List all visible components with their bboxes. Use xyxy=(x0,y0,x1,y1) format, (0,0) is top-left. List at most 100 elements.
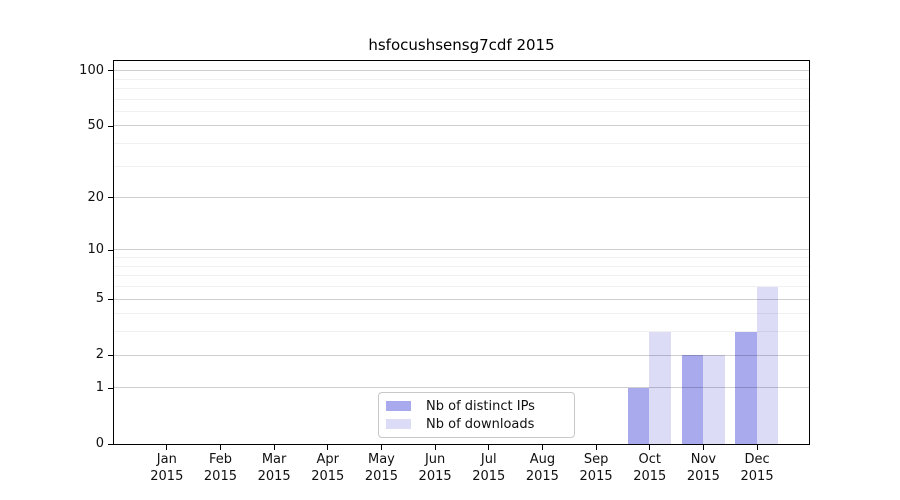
gridline-major xyxy=(114,197,809,199)
chart-title: hsfocushsensg7cdf 2015 xyxy=(368,36,555,54)
y-tick xyxy=(108,197,113,199)
bars-layer xyxy=(114,61,809,444)
year-label: 2015 xyxy=(203,469,237,484)
bar-downloads xyxy=(703,355,725,444)
x-tick-label: Jul 2015 xyxy=(461,451,517,485)
gridline-minor xyxy=(114,143,809,145)
y-tick-label: 5 xyxy=(95,291,104,307)
month-label: Jul xyxy=(480,452,497,467)
x-tick xyxy=(756,445,758,450)
x-tick-label: Dec 2015 xyxy=(729,451,785,485)
x-tick xyxy=(541,445,543,450)
x-tick-label: Aug 2015 xyxy=(514,451,570,485)
x-tick-label: Mar 2015 xyxy=(246,451,302,485)
y-tick-label: 2 xyxy=(95,347,104,363)
gridline-minor xyxy=(114,286,809,288)
x-tick xyxy=(273,445,275,450)
gridline-major xyxy=(114,125,809,127)
bar-downloads xyxy=(756,286,779,444)
y-tick xyxy=(108,70,113,72)
legend-label: Nb of distinct IPs xyxy=(426,398,535,414)
y-tick xyxy=(108,354,113,356)
bar-distinct-ips xyxy=(627,387,650,444)
x-tick-label: Apr 2015 xyxy=(300,451,356,485)
year-label: 2015 xyxy=(257,469,291,484)
month-label: Aug xyxy=(529,452,556,467)
x-tick xyxy=(219,445,221,450)
x-tick-label: Jan 2015 xyxy=(139,451,195,485)
x-tick xyxy=(166,445,168,450)
year-label: 2015 xyxy=(150,469,184,484)
x-tick xyxy=(649,445,651,450)
x-tick xyxy=(327,445,329,450)
bar-downloads xyxy=(649,331,672,444)
gridline-major xyxy=(114,387,809,389)
x-tick xyxy=(702,445,704,450)
year-label: 2015 xyxy=(686,469,720,484)
gridline-minor xyxy=(114,265,809,267)
month-label: Sep xyxy=(583,452,609,467)
gridline-minor xyxy=(114,331,809,333)
y-tick-label: 10 xyxy=(87,242,104,258)
y-tick xyxy=(108,443,113,445)
month-label: Apr xyxy=(316,452,340,467)
gridline-minor xyxy=(114,110,809,112)
gridline-minor xyxy=(114,275,809,277)
bar-distinct-ips xyxy=(735,331,757,444)
y-tick-label: 20 xyxy=(87,189,104,205)
year-label: 2015 xyxy=(740,469,774,484)
y-tick xyxy=(108,125,113,127)
year-label: 2015 xyxy=(579,469,613,484)
legend: Nb of distinct IPs Nb of downloads xyxy=(378,392,575,438)
x-tick-label: May 2015 xyxy=(353,451,409,485)
month-label: Jan xyxy=(156,452,177,467)
x-tick xyxy=(595,445,597,450)
x-tick-label: Sep 2015 xyxy=(568,451,624,485)
grid-layer xyxy=(114,61,809,444)
year-label: 2015 xyxy=(472,469,506,484)
y-tick xyxy=(108,387,113,389)
x-tick xyxy=(488,445,490,450)
month-label: Mar xyxy=(261,452,287,467)
year-label: 2015 xyxy=(364,469,398,484)
legend-swatch-distinct-ips xyxy=(386,401,411,411)
month-label: Nov xyxy=(690,452,717,467)
year-label: 2015 xyxy=(418,469,452,484)
legend-item-downloads: Nb of downloads xyxy=(386,417,574,432)
year-label: 2015 xyxy=(633,469,667,484)
month-label: Jun xyxy=(424,452,446,467)
bar-distinct-ips xyxy=(681,355,704,444)
gridline-major xyxy=(114,249,809,251)
gridline-minor xyxy=(114,87,809,89)
gridline-major xyxy=(114,70,809,72)
y-tick-label: 100 xyxy=(79,62,104,78)
x-tick xyxy=(434,445,436,450)
gridline-major xyxy=(114,354,809,356)
month-label: Feb xyxy=(208,452,232,467)
y-tick-label: 1 xyxy=(95,380,104,396)
gridline-minor xyxy=(114,257,809,259)
gridline-minor xyxy=(114,78,809,80)
month-label: May xyxy=(367,452,395,467)
legend-label: Nb of downloads xyxy=(426,416,535,432)
month-label: Dec xyxy=(744,452,770,467)
y-tick-label: 50 xyxy=(87,118,104,134)
x-tick-label: Feb 2015 xyxy=(192,451,248,485)
gridline-major xyxy=(114,298,809,300)
x-tick-label: Nov 2015 xyxy=(675,451,731,485)
x-tick-label: Jun 2015 xyxy=(407,451,463,485)
y-tick-label: 0 xyxy=(95,436,104,452)
year-label: 2015 xyxy=(311,469,345,484)
gridline-minor xyxy=(114,313,809,315)
gridline-minor xyxy=(114,98,809,100)
x-tick xyxy=(380,445,382,450)
plot-area: Nb of distinct IPs Nb of downloads xyxy=(113,60,810,445)
month-label: Oct xyxy=(638,452,661,467)
legend-swatch-downloads xyxy=(386,419,411,429)
y-tick xyxy=(108,249,113,251)
x-tick-label: Oct 2015 xyxy=(622,451,678,485)
y-tick xyxy=(108,298,113,300)
legend-item-distinct-ips: Nb of distinct IPs xyxy=(386,399,574,414)
gridline-minor xyxy=(114,165,809,167)
